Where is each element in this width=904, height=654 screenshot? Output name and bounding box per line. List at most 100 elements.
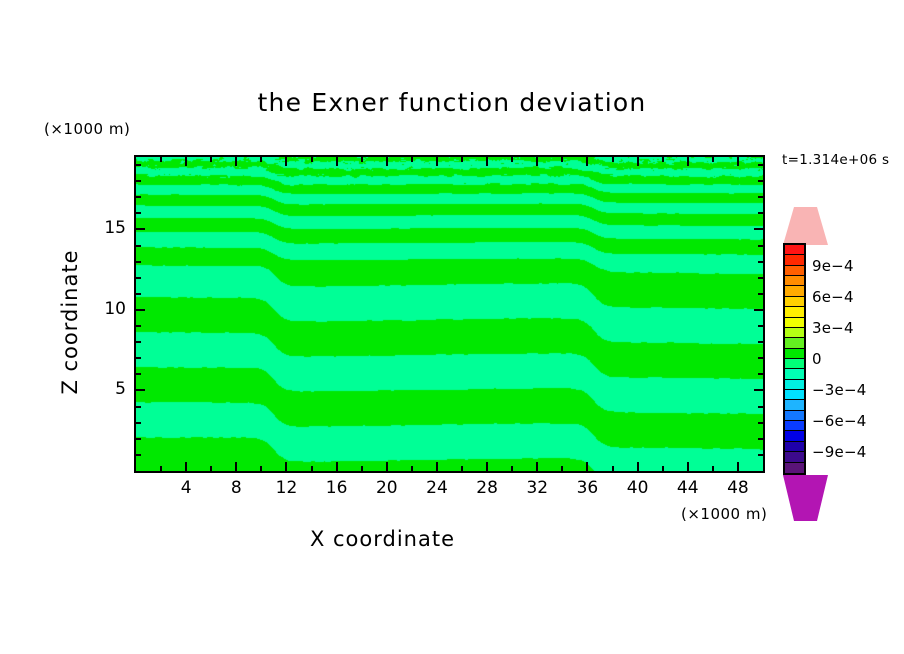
y-axis-minor-tick [136,421,141,424]
x-axis-tick-label: 4 [180,478,192,498]
y-axis-minor-tick [136,453,141,456]
colorbar-band [785,390,804,401]
y-axis-minor-tick [136,244,141,247]
x-axis-tick-label: 36 [576,478,599,498]
colorbar-band [785,369,804,380]
y-axis-major-tick [136,308,145,311]
colorbar [783,243,806,475]
y-axis-minor-tick-right [758,212,763,215]
x-axis-major-tick-top [235,157,238,166]
colorbar-band [785,379,804,391]
y-axis-unit-label: (×1000 m) [44,120,131,138]
x-axis-minor-tick [310,466,313,471]
x-axis-minor-tick [210,466,213,471]
x-axis-major-tick [385,462,388,471]
x-axis-tick-label: 24 [426,478,448,498]
y-axis-tick-label: 5 [115,379,126,400]
y-axis-minor-tick-right [758,437,763,440]
colorbar-band [785,421,804,432]
x-axis-major-tick-top [586,157,589,166]
x-axis-major-tick-top [636,157,639,166]
time-annotation: t=1.314e+06 s [782,152,890,168]
x-axis-title: X coordinate [309,527,456,551]
x-axis-tick-label: 48 [727,478,749,498]
y-axis-minor-tick [136,373,141,376]
colorbar-band [785,338,804,349]
y-axis-minor-tick [136,357,141,360]
y-axis-minor-tick [136,276,141,279]
x-axis-minor-tick-top [511,157,514,162]
y-axis-minor-tick-right [758,421,763,424]
colorbar-band [785,452,804,463]
y-axis-minor-tick-right [758,260,763,263]
x-axis-minor-tick [561,466,564,471]
x-axis-minor-tick [360,466,363,471]
x-axis-major-tick [285,462,288,471]
colorbar-band [785,327,804,339]
x-axis-tick-label: 8 [230,478,242,498]
y-axis-minor-tick-right [758,357,763,360]
colorbar-band [785,317,804,328]
colorbar-tick-label: 0 [812,350,822,368]
contour-field-canvas [136,157,763,471]
y-axis-minor-tick-right [758,244,763,247]
colorbar-band [785,400,804,411]
colorbar-tick-label: −9e−4 [812,443,867,462]
x-axis-tick-label: 44 [676,478,699,498]
x-axis-major-tick-top [486,157,489,166]
x-axis-minor-tick-top [611,157,614,162]
y-axis-minor-tick-right [758,276,763,279]
colorbar-band [785,348,804,359]
x-axis-minor-tick-top [410,157,413,162]
y-axis-minor-tick [136,292,141,295]
x-axis-minor-tick-top [210,157,213,162]
x-axis-minor-tick-top [461,157,464,162]
colorbar-band [785,410,804,422]
x-axis-major-tick [636,462,639,471]
x-axis-major-tick-top [285,157,288,166]
x-axis-major-tick-top [385,157,388,166]
colorbar-tick-label: −3e−4 [812,381,867,400]
x-axis-minor-tick [711,466,714,471]
x-axis-major-tick-top [185,157,188,166]
x-axis-major-tick-top [736,157,739,166]
colorbar-tick-label: 3e−4 [812,318,854,337]
y-axis-minor-tick [136,405,141,408]
x-axis-minor-tick [611,466,614,471]
colorbar-band [785,441,804,453]
y-axis-title: Z coordinate [58,249,82,395]
x-axis-minor-tick [511,466,514,471]
x-axis-major-tick-top [536,157,539,166]
x-axis-major-tick [235,462,238,471]
y-axis-tick-label: 10 [104,298,126,319]
x-axis-minor-tick-top [711,157,714,162]
y-axis-minor-tick [136,180,141,183]
y-axis-minor-tick-right [758,405,763,408]
y-axis-major-tick-right [754,308,763,311]
y-axis-minor-tick [136,212,141,215]
y-axis-minor-tick [136,325,141,328]
y-axis-minor-tick-right [758,453,763,456]
x-axis-minor-tick-top [160,157,163,162]
y-axis-major-tick [136,228,145,231]
x-axis-tick-label: 28 [476,478,498,498]
y-axis-tick-label: 15 [104,218,126,239]
colorbar-band [785,276,804,287]
x-axis-major-tick [486,462,489,471]
y-axis-minor-tick-right [758,292,763,295]
x-axis-minor-tick [661,466,664,471]
x-axis-major-tick [435,462,438,471]
x-axis-minor-tick [410,466,413,471]
y-axis-minor-tick-right [758,164,763,167]
y-axis-minor-tick-right [758,373,763,376]
colorbar-band [785,286,804,297]
y-axis-minor-tick-right [758,180,763,183]
x-axis-major-tick [736,462,739,471]
contour-plot-area [134,155,765,473]
x-axis-major-tick-top [435,157,438,166]
x-axis-minor-tick-top [360,157,363,162]
y-axis-minor-tick [136,260,141,263]
y-axis-minor-tick [136,196,141,199]
x-axis-major-tick [586,462,589,471]
y-axis-minor-tick [136,437,141,440]
